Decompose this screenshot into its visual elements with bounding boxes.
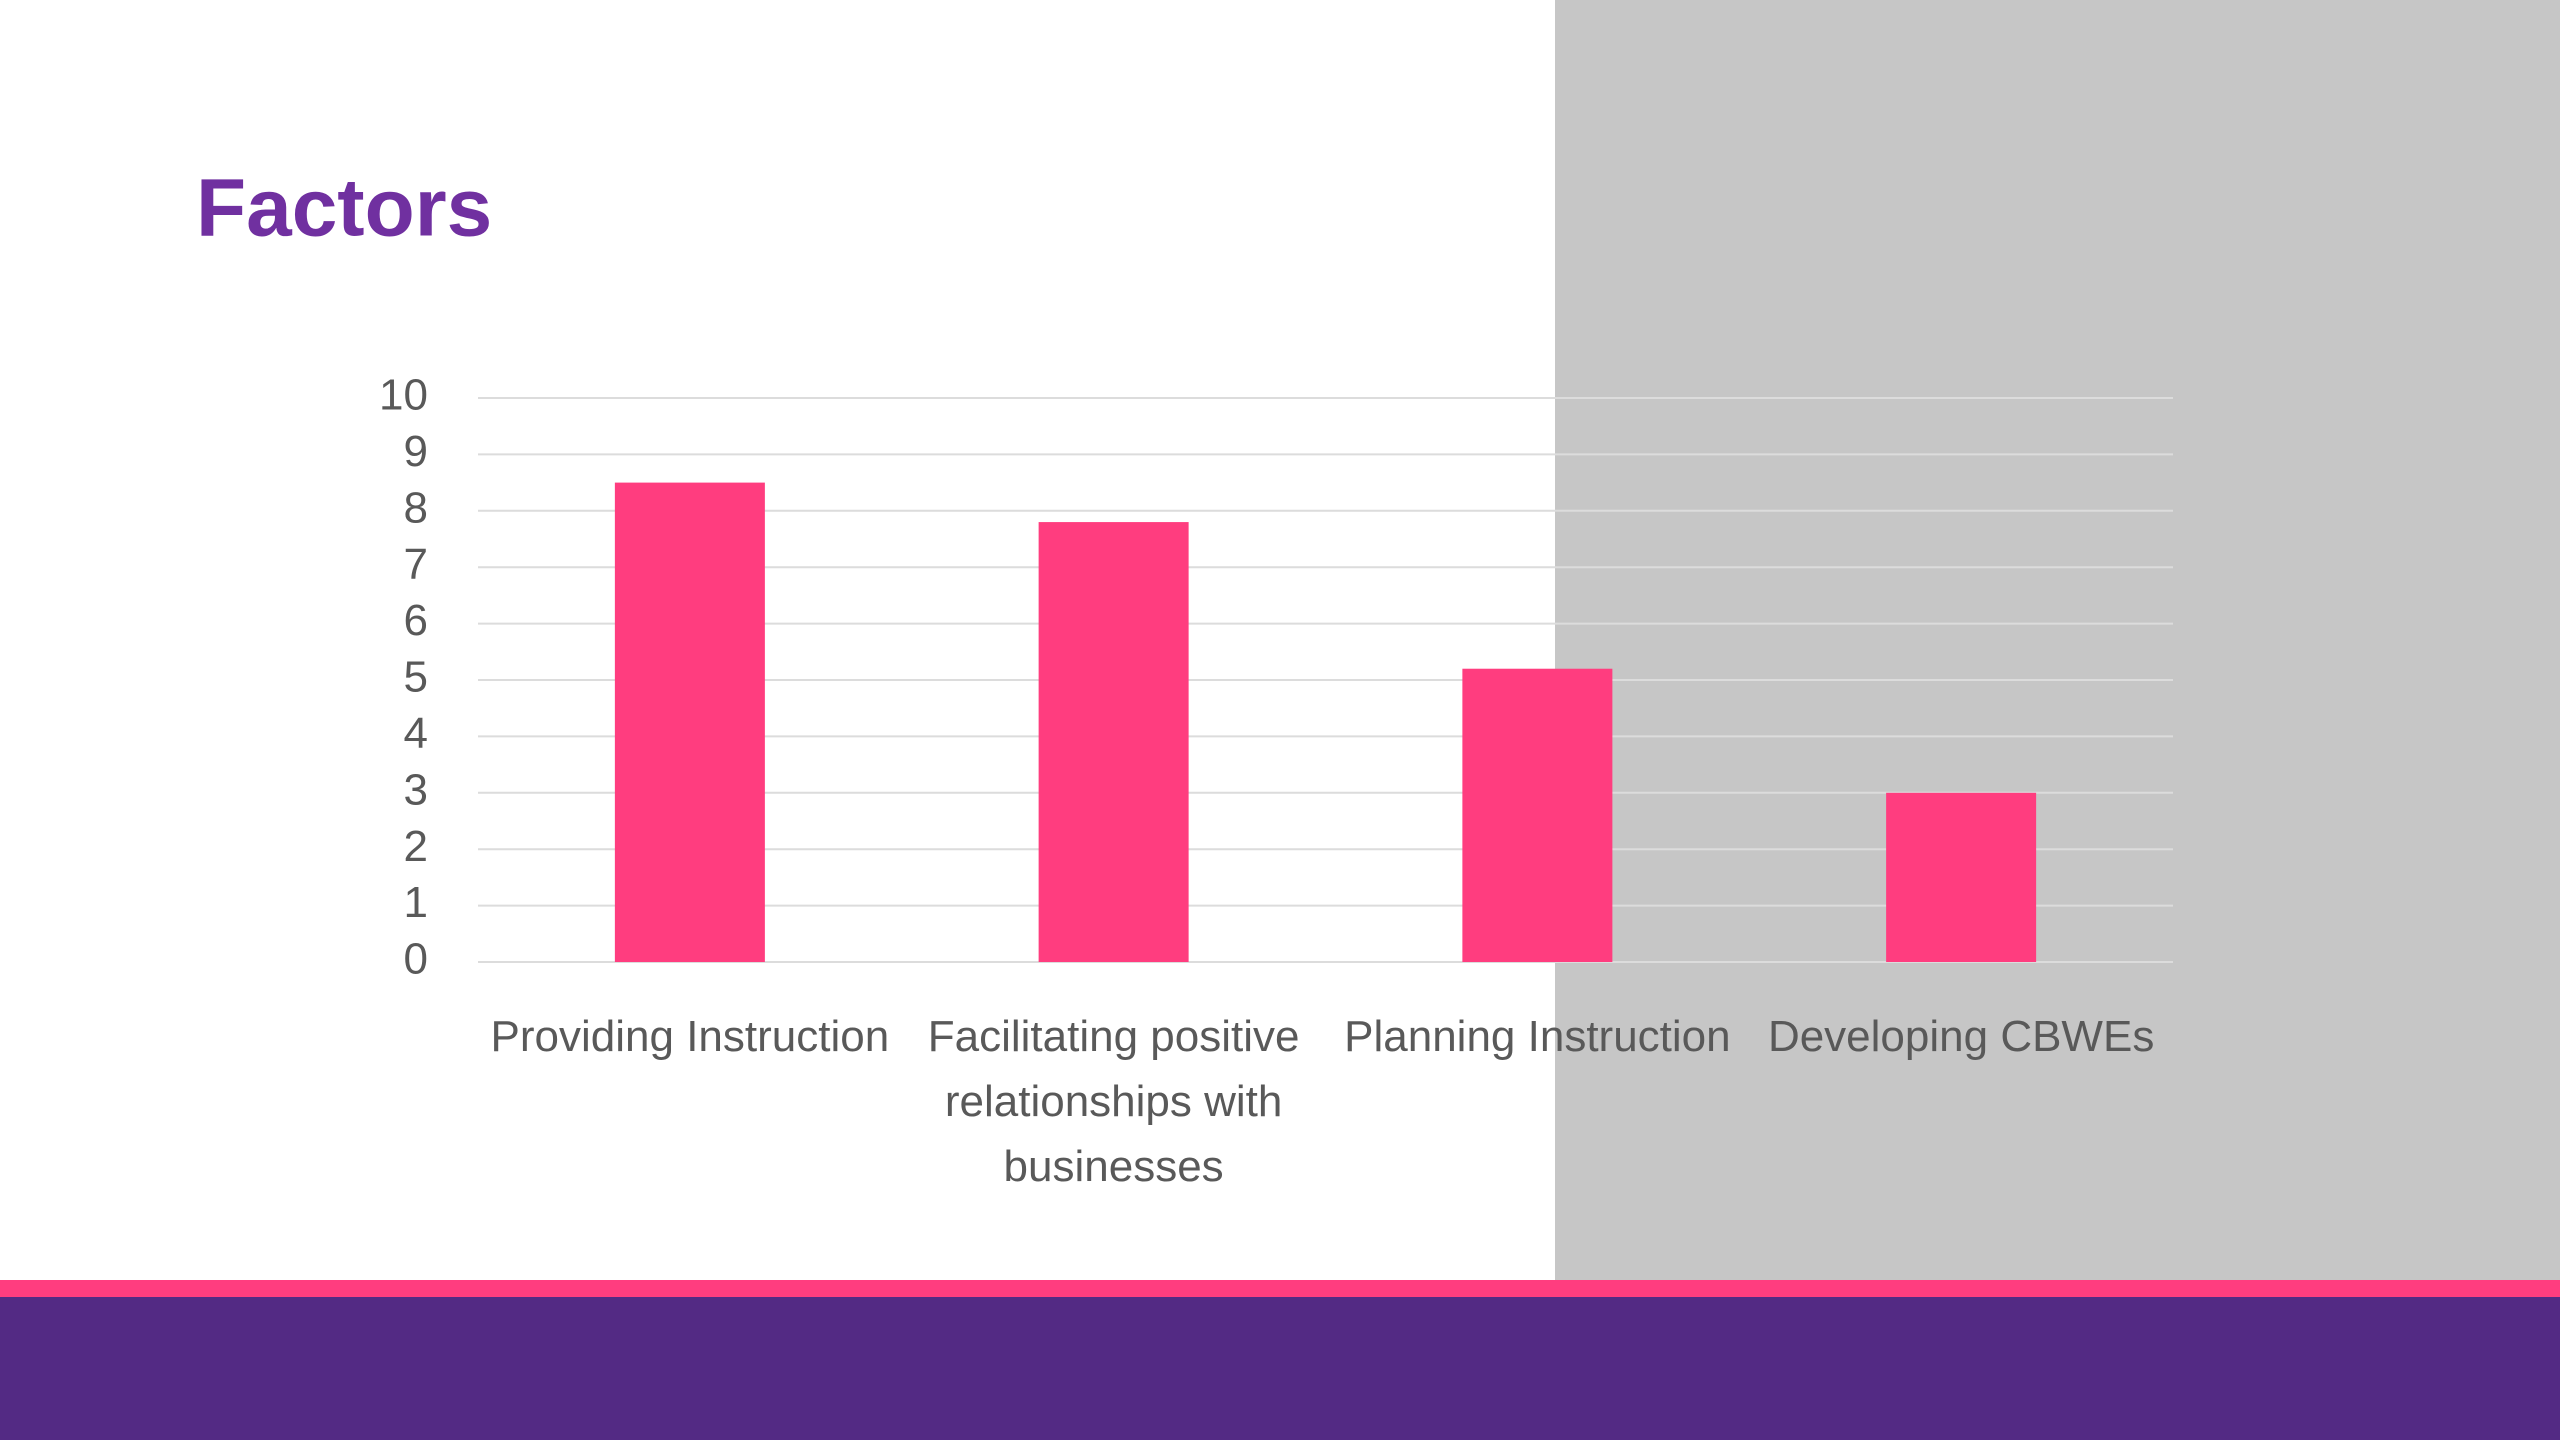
x-tick-label: Facilitating positive relationships with… bbox=[927, 1012, 1300, 1191]
footer-band bbox=[0, 1297, 2560, 1440]
y-tick-label: 10 bbox=[379, 371, 428, 420]
side-panel bbox=[1555, 0, 2560, 1280]
accent-stripe bbox=[0, 1280, 2560, 1297]
bar bbox=[1038, 522, 1189, 962]
y-tick-label: 2 bbox=[404, 822, 428, 871]
chart-title: Factors bbox=[196, 163, 492, 254]
x-tick-label: Developing CBWEs bbox=[1767, 1012, 2155, 1061]
y-tick-label: 3 bbox=[404, 765, 428, 814]
x-tick-label: Providing Instruction bbox=[490, 1012, 890, 1061]
y-tick-label: 1 bbox=[404, 878, 428, 927]
bar bbox=[1886, 792, 2037, 962]
y-tick-label: 5 bbox=[404, 653, 428, 702]
y-tick-label: 8 bbox=[404, 483, 428, 532]
y-tick-label: 4 bbox=[404, 709, 428, 758]
y-tick-label: 9 bbox=[404, 427, 428, 476]
x-tick-label: Planning Instruction bbox=[1344, 1012, 1731, 1061]
y-tick-label: 7 bbox=[404, 540, 428, 589]
bar bbox=[1462, 668, 1613, 962]
y-tick-label: 0 bbox=[404, 935, 428, 984]
y-tick-label: 6 bbox=[404, 596, 428, 645]
bar bbox=[614, 482, 765, 962]
